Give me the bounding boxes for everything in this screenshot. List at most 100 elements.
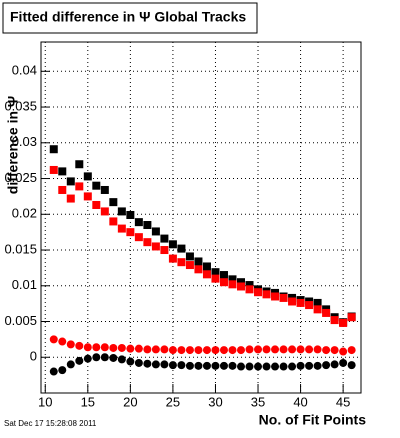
data-point — [92, 200, 101, 209]
data-point — [151, 345, 160, 354]
x-tick-label: 20 — [123, 394, 137, 409]
x-tick-label: 15 — [81, 394, 95, 409]
data-point — [228, 275, 237, 284]
data-point — [211, 268, 220, 277]
y-tick-label: 0.03 — [12, 134, 37, 149]
data-point — [254, 288, 263, 297]
data-point — [347, 346, 356, 355]
data-point — [134, 233, 143, 242]
y-tick-label: 0.025 — [4, 170, 37, 185]
data-point — [202, 270, 211, 279]
data-point — [185, 252, 194, 261]
data-point — [237, 278, 245, 287]
x-tick-label: 30 — [208, 394, 222, 409]
data-point — [160, 360, 169, 369]
data-point — [347, 313, 356, 322]
data-point — [202, 346, 211, 355]
data-point — [109, 217, 118, 226]
data-point — [322, 361, 331, 370]
x-tick-label: 10 — [38, 394, 52, 409]
data-point — [219, 346, 228, 355]
data-point — [177, 258, 186, 267]
data-point — [168, 361, 177, 370]
x-axis-label: No. of Fit Points — [259, 412, 367, 428]
data-point — [92, 353, 101, 362]
data-point — [271, 345, 280, 354]
data-point — [194, 265, 203, 274]
data-point — [279, 293, 288, 302]
y-tick-label: 0.015 — [4, 241, 37, 256]
y-axis-label: difference in Ψ — [5, 96, 21, 194]
data-point — [185, 346, 194, 355]
data-point — [58, 337, 67, 346]
data-point — [279, 345, 288, 354]
data-point — [143, 359, 152, 368]
data-point — [322, 308, 331, 317]
data-point — [83, 354, 92, 363]
chart-title: Fitted difference in Ψ Global Tracks — [10, 9, 246, 25]
data-point — [194, 257, 203, 266]
data-point — [58, 366, 67, 375]
x-tick-label: 35 — [251, 394, 265, 409]
y-tick-label: 0.01 — [12, 277, 37, 292]
data-point — [228, 346, 237, 355]
data-point — [177, 346, 186, 355]
data-point — [143, 221, 152, 230]
data-point — [228, 361, 237, 370]
data-point — [66, 194, 75, 203]
data-point — [305, 345, 314, 354]
data-point — [262, 345, 271, 354]
data-point — [237, 346, 245, 355]
data-point — [49, 367, 58, 376]
data-point — [347, 361, 356, 370]
data-point — [126, 228, 135, 237]
data-point — [92, 181, 101, 190]
data-point — [109, 353, 118, 362]
data-point — [83, 343, 92, 352]
data-point — [49, 145, 58, 154]
data-point — [194, 361, 203, 370]
data-point — [117, 207, 126, 216]
data-point — [75, 182, 84, 191]
data-point — [126, 210, 135, 219]
data-point — [254, 345, 263, 354]
data-point — [134, 218, 143, 227]
data-point — [245, 285, 254, 294]
data-point — [279, 362, 288, 371]
data-point — [100, 343, 109, 352]
data-point — [211, 274, 220, 283]
data-point — [219, 361, 228, 370]
data-point — [49, 335, 58, 344]
data-point — [271, 362, 280, 371]
data-point — [151, 227, 160, 236]
data-point — [202, 361, 211, 370]
title-box — [2, 2, 258, 34]
data-point — [134, 358, 143, 367]
data-point — [237, 362, 245, 371]
data-point — [219, 278, 228, 287]
data-point — [75, 356, 84, 365]
data-point — [117, 343, 126, 352]
data-point — [83, 172, 92, 181]
data-point — [330, 346, 339, 355]
data-point — [245, 362, 254, 371]
data-point — [143, 345, 152, 354]
y-tick-label: 0 — [30, 349, 37, 364]
data-point — [228, 280, 237, 289]
data-point — [151, 360, 160, 369]
data-point — [177, 361, 186, 370]
data-point — [313, 345, 322, 354]
data-point — [160, 234, 169, 243]
data-point — [58, 167, 67, 176]
data-point — [109, 343, 118, 352]
data-point — [296, 345, 305, 354]
y-tick-label: 0.04 — [12, 63, 37, 78]
data-point — [305, 301, 314, 310]
x-tick-label: 40 — [293, 394, 307, 409]
data-point — [126, 344, 135, 353]
data-point — [271, 292, 280, 301]
data-point — [75, 341, 84, 350]
data-point — [211, 346, 220, 355]
data-point — [219, 271, 228, 280]
